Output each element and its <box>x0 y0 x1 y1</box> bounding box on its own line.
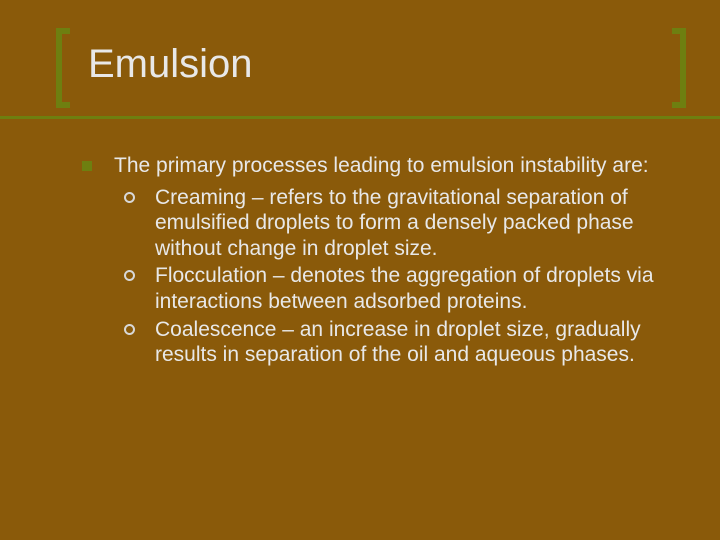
intro-text: The primary processes leading to emulsio… <box>114 153 664 179</box>
circle-bullet-icon <box>124 192 135 203</box>
circle-bullet-icon <box>124 324 135 335</box>
circle-bullet-icon <box>124 270 135 281</box>
sub-item-text: Creaming – refers to the gravitational s… <box>155 185 664 262</box>
square-bullet-icon <box>82 161 92 171</box>
sub-item-text: Coalescence – an increase in droplet siz… <box>155 317 664 368</box>
title-region: Emulsion <box>74 38 664 97</box>
list-item: Flocculation – denotes the aggregation o… <box>124 263 664 314</box>
sub-list: Creaming – refers to the gravitational s… <box>114 185 664 368</box>
list-item: Coalescence – an increase in droplet siz… <box>124 317 664 368</box>
list-item: The primary processes leading to emulsio… <box>82 153 664 370</box>
list-item-body: The primary processes leading to emulsio… <box>114 153 664 370</box>
sub-item-text: Flocculation – denotes the aggregation o… <box>155 263 664 314</box>
slide: Emulsion The primary processes leading t… <box>0 0 720 540</box>
content-region: The primary processes leading to emulsio… <box>82 153 664 370</box>
bracket-right-icon <box>672 28 686 108</box>
title-underline <box>0 116 720 119</box>
list-item: Creaming – refers to the gravitational s… <box>124 185 664 262</box>
slide-title: Emulsion <box>74 38 664 97</box>
bracket-left-icon <box>56 28 70 108</box>
